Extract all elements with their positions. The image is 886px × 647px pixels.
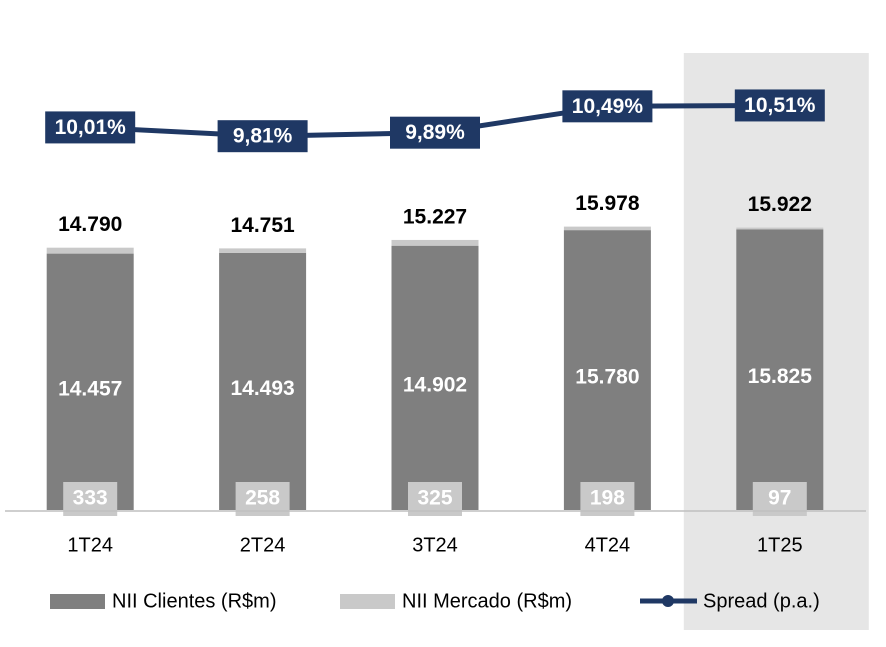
- x-tick-label: 3T24: [412, 534, 458, 556]
- bar-segment: [391, 239, 479, 246]
- legend-label: NII Clientes (R$m): [112, 590, 276, 612]
- data-label: 258: [245, 487, 280, 510]
- bar-segment: [736, 227, 824, 230]
- data-label: 15.780: [575, 366, 639, 389]
- legend-swatch: [340, 594, 395, 609]
- bar-segment: [563, 226, 651, 231]
- data-label: 10,49%: [572, 95, 644, 118]
- bar-segment: [219, 252, 307, 510]
- data-label: 10,01%: [55, 116, 127, 139]
- spread-label-box: [390, 116, 480, 149]
- data-label: 10,51%: [744, 94, 816, 117]
- total-label: 15.227: [403, 205, 467, 228]
- total-label: 14.790: [58, 213, 122, 236]
- spread-label-box: [45, 111, 136, 144]
- bar-segment: [563, 230, 651, 510]
- data-label: 333: [73, 487, 108, 510]
- data-label: 198: [590, 487, 625, 510]
- x-tick-label: 4T24: [585, 534, 631, 556]
- x-tick-label: 2T24: [240, 534, 286, 556]
- spread-label-box: [217, 120, 308, 153]
- legend-swatch: [50, 594, 105, 609]
- bar-segment: [46, 253, 134, 510]
- bar-segment: [219, 248, 307, 253]
- data-label: 325: [417, 487, 452, 510]
- legend-label: NII Mercado (R$m): [402, 590, 572, 612]
- data-label: 97: [768, 487, 791, 510]
- total-label: 14.751: [230, 214, 295, 237]
- legend-marker: [662, 595, 674, 607]
- spread-label-box: [734, 89, 825, 122]
- bar-segment: [736, 229, 824, 510]
- data-label: 14.457: [58, 377, 122, 400]
- data-label: 9,81%: [233, 125, 293, 148]
- total-label: 15.922: [748, 193, 812, 216]
- x-tick-label: 1T24: [67, 534, 113, 556]
- data-label: 14.493: [230, 377, 294, 400]
- bar-segment: [391, 245, 479, 510]
- data-label: 15.825: [748, 365, 813, 388]
- legend-label: Spread (p.a.): [703, 590, 820, 612]
- total-label: 15.978: [575, 192, 640, 215]
- data-label: 14.902: [403, 373, 467, 396]
- data-label: 9,89%: [405, 121, 465, 144]
- spread-label-box: [562, 90, 653, 123]
- bar-segment: [46, 247, 134, 254]
- x-tick-label: 1T25: [757, 534, 803, 556]
